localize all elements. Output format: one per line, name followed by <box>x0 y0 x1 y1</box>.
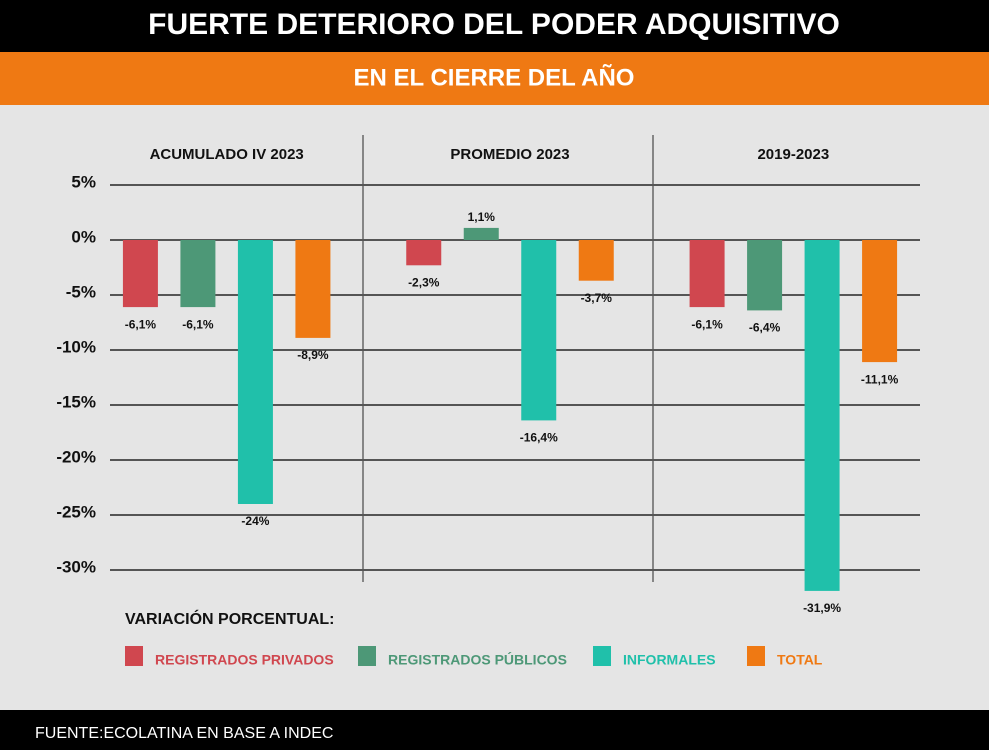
value-label: -16,4% <box>520 431 558 445</box>
value-label: -6,4% <box>749 321 781 335</box>
bar <box>747 240 783 311</box>
group-label: 2019-2023 <box>757 146 829 163</box>
value-label: -6,1% <box>691 317 723 331</box>
y-tick-label: -5% <box>66 282 96 301</box>
y-tick-label: -15% <box>56 392 96 411</box>
y-tick-label: -30% <box>56 557 96 576</box>
subtitle-bar <box>0 52 989 105</box>
bar <box>237 240 273 504</box>
y-tick-label: -10% <box>56 337 96 356</box>
legend-swatch <box>358 646 376 666</box>
source: FUENTE:ECOLATINA EN BASE A INDEC <box>35 725 333 742</box>
bar <box>862 240 898 363</box>
value-label: -8,9% <box>297 348 329 362</box>
group-label: PROMEDIO 2023 <box>450 146 569 163</box>
y-tick-label: 5% <box>71 172 96 191</box>
legend-title: VARIACIÓN PORCENTUAL: <box>125 609 334 628</box>
legend-swatch <box>593 646 611 666</box>
y-tick-label: -20% <box>56 447 96 466</box>
title-bar <box>0 0 989 52</box>
legend-label: REGISTRADOS PÚBLICOS <box>388 651 567 668</box>
value-label: -11,1% <box>861 372 899 386</box>
value-label: -3,7% <box>581 291 613 305</box>
y-tick-label: -25% <box>56 502 96 521</box>
bar <box>578 240 614 281</box>
value-label: -31,9% <box>803 601 841 615</box>
bar <box>180 240 216 308</box>
bar <box>689 240 725 308</box>
value-label: -24% <box>241 514 269 528</box>
bar <box>295 240 331 338</box>
legend-swatch <box>125 646 143 666</box>
y-tick-label: 0% <box>71 227 96 246</box>
legend-label: INFORMALES <box>623 652 716 668</box>
legend-label: REGISTRADOS PRIVADOS <box>155 652 334 668</box>
legend-label: TOTAL <box>777 652 823 668</box>
chart-subtitle: EN EL CIERRE DEL AÑO <box>354 63 635 91</box>
value-label: -6,1% <box>182 317 214 331</box>
bar <box>406 240 442 266</box>
value-label: -6,1% <box>125 317 157 331</box>
footer-bar <box>0 710 989 750</box>
bar <box>463 227 499 240</box>
value-label: 1,1% <box>468 210 496 224</box>
bar <box>122 240 158 308</box>
bar <box>804 240 840 591</box>
chart-title: FUERTE DETERIORO DEL PODER ADQUISITIVO <box>148 8 840 41</box>
bar <box>521 240 557 421</box>
group-label: ACUMULADO IV 2023 <box>150 146 304 163</box>
value-label: -2,3% <box>408 275 440 289</box>
legend-swatch <box>747 646 765 666</box>
